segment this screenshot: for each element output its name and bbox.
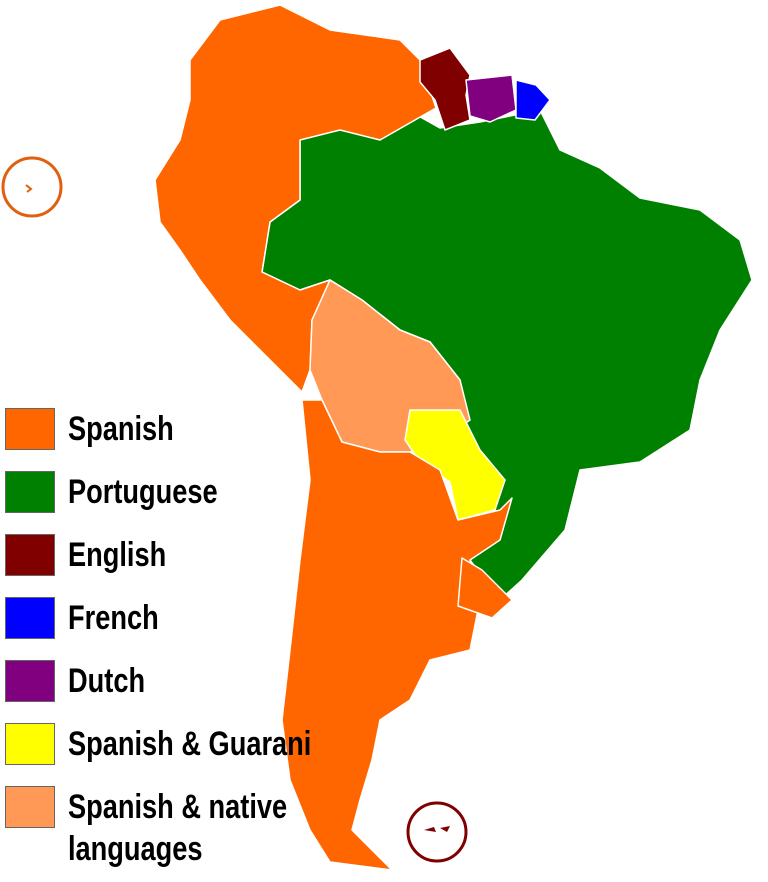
suriname <box>465 74 517 123</box>
legend-swatch <box>5 408 55 450</box>
legend-swatch <box>5 597 55 639</box>
galapagos-marker <box>1 156 63 218</box>
spanish-south <box>281 399 513 871</box>
legend-label: Dutch <box>68 662 146 700</box>
legend-label: Portuguese <box>68 473 218 511</box>
uruguay <box>457 557 513 619</box>
legend-label: Spanish & native languages <box>68 788 288 868</box>
legend-swatch <box>5 471 55 513</box>
legend-label: Spanish <box>68 410 174 448</box>
falklands <box>424 826 450 832</box>
legend-label: French <box>68 599 159 637</box>
legend-swatch <box>5 660 55 702</box>
legend-swatch <box>5 534 55 576</box>
spanish-north <box>154 4 437 393</box>
french-guiana <box>515 79 551 121</box>
legend-label: Spanish & Guarani <box>68 725 312 763</box>
guyana <box>419 47 471 131</box>
legend-swatch <box>5 786 55 828</box>
falklands-marker <box>406 801 468 863</box>
legend-swatch <box>5 723 55 765</box>
legend-label: English <box>68 536 167 574</box>
galapagos <box>25 184 33 193</box>
